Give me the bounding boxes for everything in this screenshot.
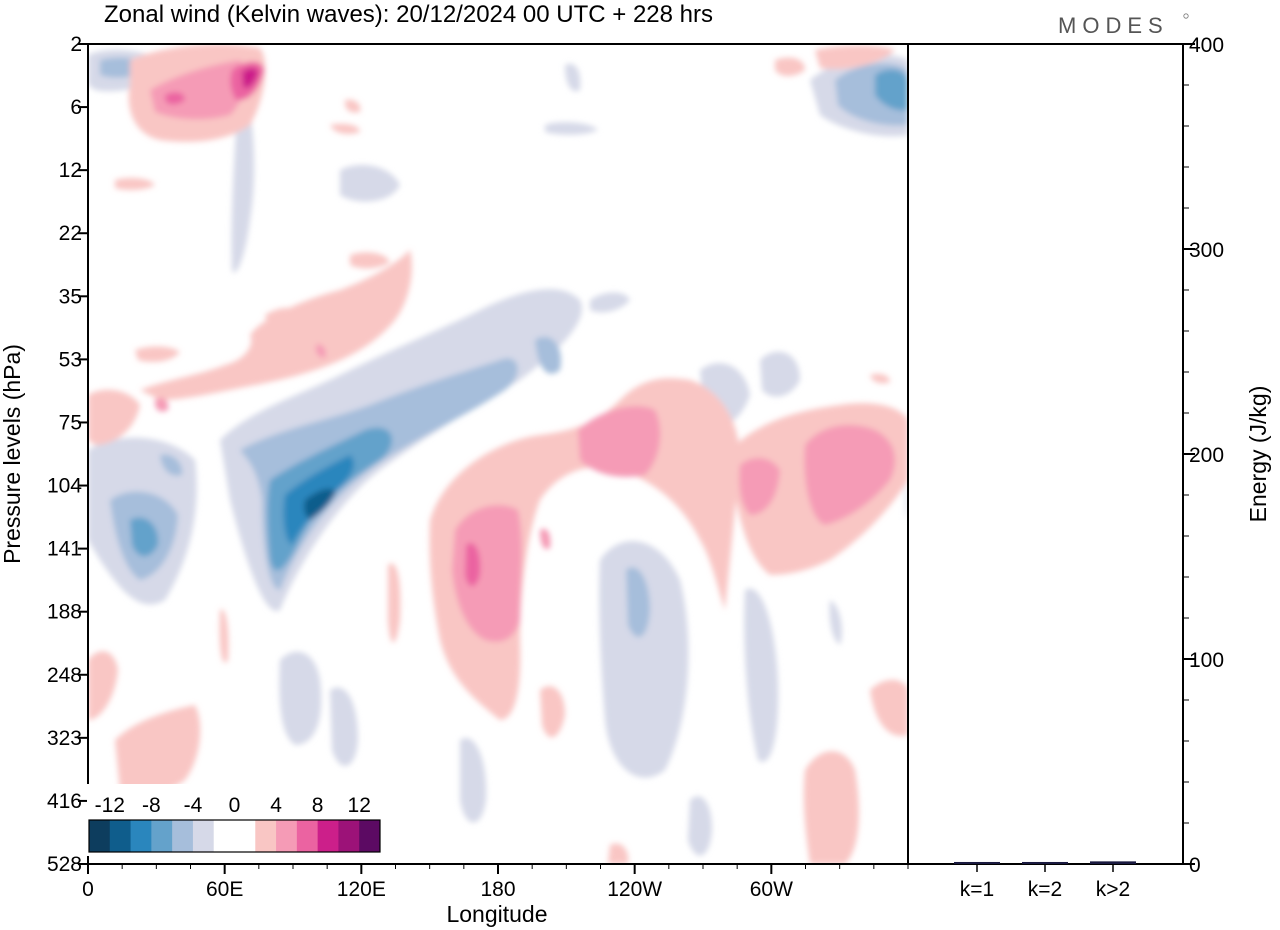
y-tick-label: 528 bbox=[47, 853, 82, 876]
energy-bar-chart: 0 100 200 300 400 k=1 k=2 k>2 bbox=[954, 34, 1224, 901]
x-tick-label: 0 bbox=[82, 878, 94, 901]
colorbar-swatch bbox=[151, 820, 173, 852]
colorbar-swatch bbox=[213, 820, 235, 852]
energy-category-label: k=2 bbox=[1028, 878, 1062, 901]
colorbar-swatch bbox=[109, 820, 132, 852]
colorbar-swatch bbox=[130, 820, 152, 852]
energy-category-label: k=1 bbox=[960, 878, 994, 901]
negative-contour-peak bbox=[304, 488, 336, 520]
energy-bar bbox=[954, 861, 1000, 864]
energy-tick-label: 100 bbox=[1189, 649, 1224, 672]
y-tick-label: 104 bbox=[47, 475, 82, 498]
colorbar-tick-label: 0 bbox=[229, 794, 241, 817]
brand-logo: MODES bbox=[1058, 13, 1169, 38]
energy-panel-frame bbox=[907, 43, 1184, 865]
colorbar-swatch bbox=[192, 820, 215, 852]
positive-contour-medium bbox=[150, 60, 895, 642]
x-tick-label: 180 bbox=[480, 878, 515, 901]
colorbar-tick-label: -12 bbox=[95, 794, 125, 817]
colorbar-swatch bbox=[359, 820, 381, 852]
colorbar-swatch bbox=[172, 820, 194, 852]
energy-tick-label: 0 bbox=[1189, 854, 1201, 877]
negative-contour-medium bbox=[100, 57, 908, 637]
energy-tick-label: 200 bbox=[1189, 444, 1224, 467]
y-tick-label: 12 bbox=[59, 159, 82, 182]
colorbar-swatch bbox=[317, 820, 339, 852]
y-tick-label: 323 bbox=[47, 727, 82, 750]
y-tick-label: 6 bbox=[70, 96, 82, 119]
y-tick-label: 22 bbox=[59, 222, 82, 245]
y-tick-label: 2 bbox=[70, 33, 82, 56]
positive-contour-peak bbox=[242, 67, 258, 88]
brand-mark-icon bbox=[1183, 13, 1189, 19]
positive-contour-light bbox=[88, 44, 908, 864]
colorbar-tick-label: -4 bbox=[184, 794, 203, 817]
colorbar-tick-label: 8 bbox=[312, 794, 324, 817]
colorbar-swatch bbox=[338, 820, 360, 852]
colorbar-tick-label: 4 bbox=[270, 794, 282, 817]
energy-axis-label: Energy (J/kg) bbox=[1245, 386, 1271, 523]
x-axis-label: Longitude bbox=[446, 901, 547, 927]
energy-bar bbox=[1090, 861, 1136, 864]
chart-title: Zonal wind (Kelvin waves): 20/12/2024 00… bbox=[104, 1, 713, 28]
y-tick-label: 53 bbox=[59, 348, 82, 371]
colorbar-swatch bbox=[234, 820, 256, 852]
y-tick-label: 141 bbox=[47, 538, 82, 561]
y-tick-label: 35 bbox=[59, 285, 82, 308]
energy-tick-label: 300 bbox=[1189, 239, 1224, 262]
colorbar-tick-label: 12 bbox=[348, 794, 371, 817]
energy-tick-label: 400 bbox=[1189, 34, 1224, 57]
colorbar-swatch bbox=[89, 820, 111, 852]
x-tick-label: 120E bbox=[337, 878, 386, 901]
y-tick-label: 416 bbox=[47, 790, 82, 813]
energy-bar bbox=[1022, 861, 1068, 864]
y-tick-label: 75 bbox=[59, 411, 82, 434]
x-tick-label: 60E bbox=[206, 878, 243, 901]
x-tick-label: 120W bbox=[607, 878, 662, 901]
y-axis-label: Pressure levels (hPa) bbox=[0, 344, 25, 564]
colorbar-swatch bbox=[296, 820, 319, 852]
colorbar: -12 -8 -4 0 4 8 12 bbox=[87, 784, 382, 856]
x-tick-label: 60W bbox=[750, 878, 793, 901]
colorbar-tick-label: -8 bbox=[142, 794, 161, 817]
energy-category-label: k>2 bbox=[1096, 878, 1130, 901]
colorbar-frame bbox=[88, 819, 381, 853]
heatmap-field bbox=[88, 44, 908, 864]
negative-contour-strong bbox=[130, 69, 908, 571]
colorbar-swatch bbox=[276, 820, 298, 852]
colorbar-swatch bbox=[255, 820, 277, 852]
y-tick-label: 248 bbox=[47, 664, 82, 687]
y-tick-label: 188 bbox=[47, 601, 82, 624]
heatmap-ticks: 0 60E 120E 180 120W 60W 2 6 12 22 35 53 75 104 141 188 2… bbox=[47, 33, 909, 901]
